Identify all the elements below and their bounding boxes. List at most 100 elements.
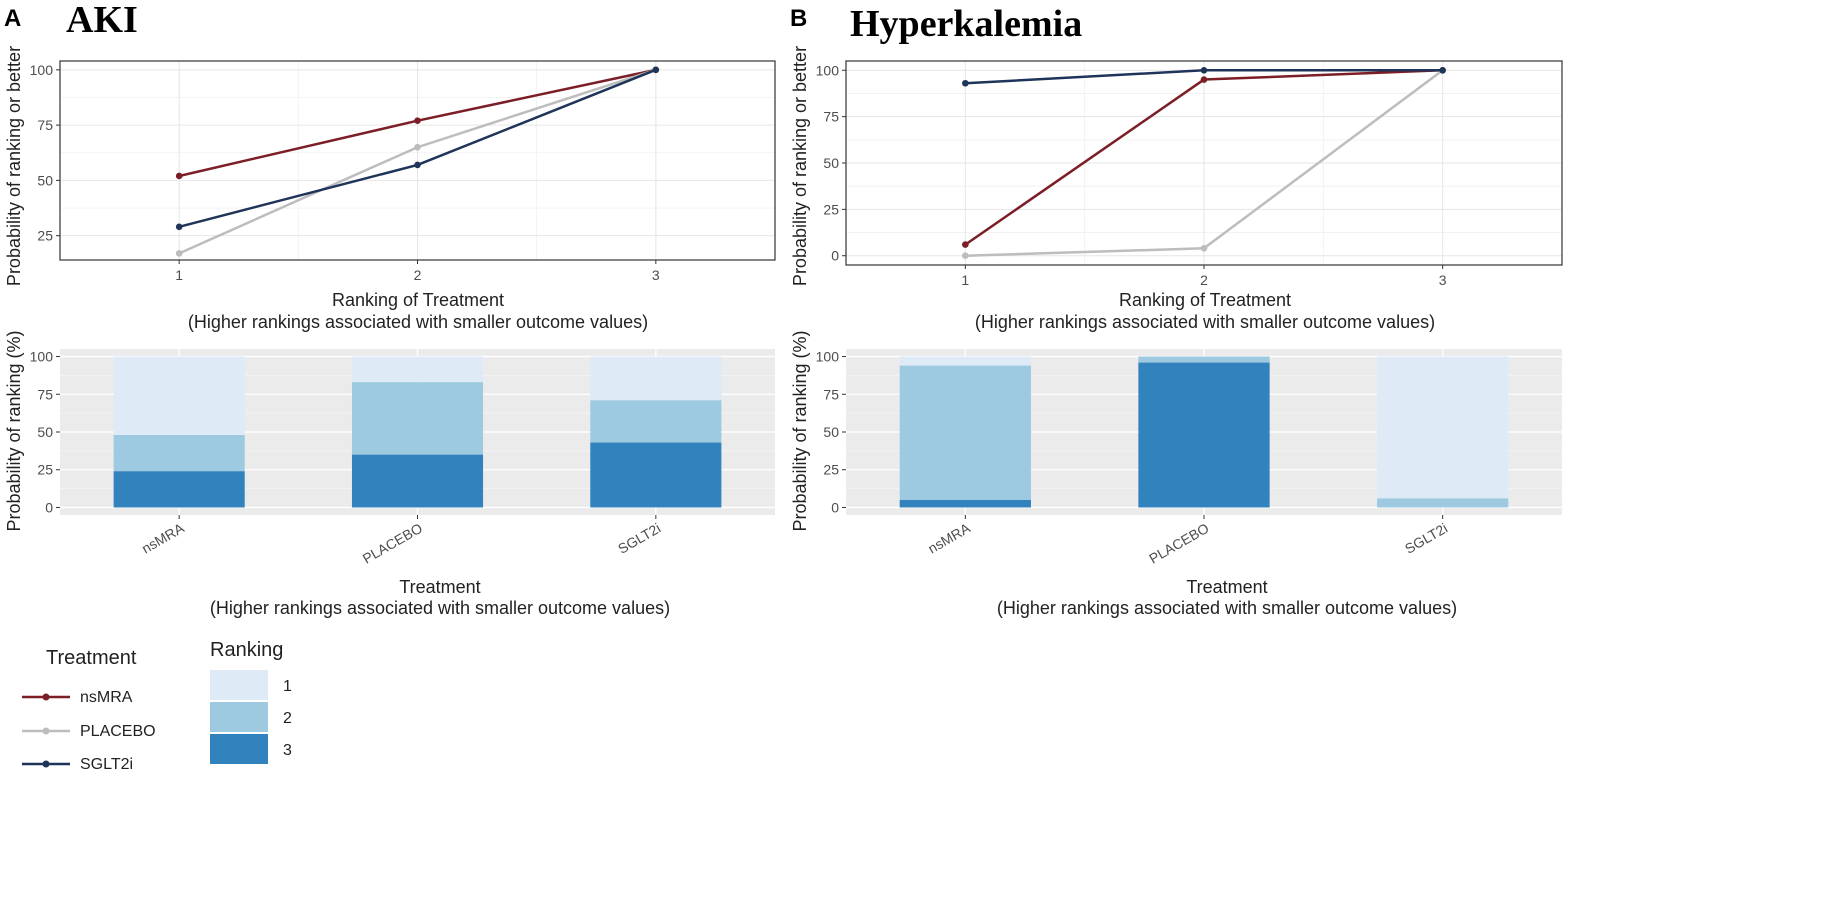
- panel-b-bar-placebo-rank-2: [1138, 356, 1270, 363]
- ranking-legend-title: Ranking: [210, 639, 283, 661]
- panel-a-bar-xsub: (Higher rankings associated with smaller…: [210, 598, 670, 618]
- panel-b-point-sglt2i-2: [1200, 66, 1208, 74]
- legend-point-nsmra: [42, 693, 50, 701]
- panel-b-bar-nsmra-rank-1: [899, 356, 1031, 366]
- legend-key-nsmra: nsMRA: [22, 689, 133, 706]
- panel-a-point-nsmra-1: [175, 172, 183, 180]
- panel-a-bar-xtick-label-nsmra: nsMRA: [139, 519, 187, 556]
- legend-label-sglt2i: SGLT2i: [80, 756, 133, 773]
- panel-b-point-placebo-1: [962, 252, 969, 260]
- panel-a-point-placebo-1: [175, 250, 183, 257]
- panel-a-bar-ytick-label: 75: [37, 386, 53, 402]
- panel-b-point-nsmra-1: [962, 241, 969, 248]
- panel-a-bar-ytick-label: 50: [37, 424, 53, 440]
- panel-b-line-ytick-label: 50: [823, 155, 839, 171]
- legend-label-rank-3: 3: [283, 742, 292, 759]
- panel-a-line-xtick-label: 2: [414, 267, 422, 283]
- panel-a-bar-chart: nsMRA PLACEBO SGLT2i 0 25 50 75 100: [30, 349, 775, 567]
- panel-b-point-nsmra-2: [1200, 76, 1208, 83]
- panel-a-line-ylabel: Probability of ranking or better: [4, 46, 24, 286]
- panel-b-line-ytick-label: 75: [823, 109, 839, 125]
- panel-b-bar-xtick-label-sglt2i: SGLT2i: [1402, 520, 1450, 557]
- legend-swatch-rank-2: [210, 702, 268, 732]
- panel-a-bar-sglt2i-rank-1: [590, 356, 722, 401]
- panel-a-bar-ytick-label: 0: [45, 499, 53, 515]
- legend-key-placebo: PLACEBO: [22, 723, 156, 740]
- panel-b-point-sglt2i-1: [962, 79, 969, 87]
- panel-a-bar-ylabel: Probability of ranking (%): [4, 330, 24, 531]
- panel-a-line-ytick-label: 75: [37, 117, 53, 133]
- ranking-legend: Ranking 1 2 3: [210, 639, 292, 764]
- panel-a-bar-sglt2i-rank-3: [590, 442, 722, 508]
- panel-a-bar-ytick-label: 25: [37, 462, 53, 478]
- panel-a-bar-ytick-label: 100: [30, 349, 54, 365]
- panel-b-bar-sglt2i-rank-1: [1377, 356, 1509, 499]
- panel-b-title: Hyperkalemia: [850, 3, 1082, 45]
- panel-b-bar-nsmra-rank-3: [899, 499, 1031, 508]
- panel-b-bar-ytick-label: 0: [831, 499, 839, 515]
- panel-b-line-xtick-label: 3: [1439, 272, 1447, 288]
- panel-a-bar-nsmra-rank-2: [113, 435, 245, 472]
- panel-b-bar-xsub: (Higher rankings associated with smaller…: [997, 598, 1457, 618]
- panel-a-point-sglt2i-3: [652, 66, 660, 74]
- panel-a-point-nsmra-2: [414, 117, 421, 124]
- panel-b-letter: B: [790, 5, 807, 32]
- panel-a-bar-sglt2i-rank-2: [590, 400, 722, 443]
- panel-a-line-ytick-label: 25: [37, 228, 53, 244]
- panel-b-bar-xtick-label-placebo: PLACEBO: [1146, 520, 1211, 567]
- panel-b-line-ylabel: Probability of ranking or better: [790, 46, 810, 286]
- panel-b-bar-ylabel: Probability of ranking (%): [790, 330, 810, 531]
- panel-a-title: AKI: [66, 0, 138, 41]
- treatment-legend: Treatment nsMRA PLACEBO SGLT2i: [22, 647, 156, 773]
- panel-b-line-xtick-label: 1: [961, 272, 969, 288]
- legend-label-placebo: PLACEBO: [80, 723, 156, 740]
- panel-a-bar-placebo-rank-1: [351, 356, 484, 383]
- panel-b-line-xsub: (Higher rankings associated with smaller…: [975, 312, 1435, 332]
- panel-b-bar-nsmra-rank-2: [899, 365, 1031, 500]
- panel-a-bar-nsmra-rank-3: [113, 471, 245, 508]
- panel-b-line-ytick-label: 25: [823, 201, 839, 217]
- panel-a-line-xlabel: Ranking of Treatment: [332, 290, 504, 310]
- panel-b-bar-ytick-label: 25: [823, 462, 839, 478]
- panel-a-line-ytick-label: 100: [30, 62, 54, 78]
- panel-b-line-ytick-label: 0: [831, 248, 839, 264]
- legend-point-sglt2i: [42, 760, 50, 768]
- panel-b-bar-ytick-label: 50: [823, 424, 839, 440]
- panel-b-line-xlabel: Ranking of Treatment: [1119, 290, 1291, 310]
- panel-a-line-xtick-label: 1: [175, 267, 183, 283]
- panel-a-bar-placebo-rank-3: [351, 454, 484, 508]
- panel-b-bar-ytick-label: 100: [816, 349, 840, 365]
- panel-b-bar-placebo-rank-3: [1138, 362, 1270, 508]
- panel-a-line-chart: 25 50 75 100 1 2 3: [30, 60, 776, 283]
- panel-b-point-placebo-2: [1200, 245, 1208, 252]
- legend-point-placebo: [42, 727, 50, 735]
- legend-label-rank-1: 1: [283, 678, 292, 695]
- panel-a-line-ytick-label: 50: [37, 172, 53, 188]
- panel-a-bar-nsmra-rank-1: [113, 356, 245, 436]
- legend-label-rank-2: 2: [283, 710, 292, 727]
- treatment-legend-title: Treatment: [46, 647, 137, 669]
- panel-b-line-xtick-label: 2: [1200, 272, 1208, 288]
- panel-b-bar-sglt2i-rank-2: [1377, 498, 1509, 508]
- panel-b-bar-ytick-label: 75: [823, 386, 839, 402]
- panel-a-letter: A: [4, 5, 21, 32]
- panel-a-line-xtick-label: 3: [652, 267, 660, 283]
- panel-b-bar-chart: nsMRA PLACEBO SGLT2i 0 25 50 75 100: [816, 349, 1562, 567]
- panel-b-line-ytick-label: 100: [816, 62, 840, 78]
- panel-a-bar-xtick-label-sglt2i: SGLT2i: [615, 520, 663, 557]
- panel-b-point-sglt2i-3: [1439, 66, 1446, 74]
- panel-b-bar-xtick-label-nsmra: nsMRA: [925, 519, 973, 556]
- legend-key-sglt2i: SGLT2i: [22, 756, 133, 773]
- panel-b-line-chart: 0 25 50 75 100 1 2 3: [816, 60, 1563, 288]
- panel-a-bar-xlabel: Treatment: [399, 577, 480, 597]
- legend-label-nsmra: nsMRA: [80, 689, 133, 706]
- panel-a-bar-xtick-label-placebo: PLACEBO: [360, 520, 425, 567]
- panel-b-bar-xlabel: Treatment: [1186, 577, 1267, 597]
- panel-a-point-placebo-2: [414, 143, 421, 151]
- panel-a-bar-placebo-rank-2: [351, 382, 484, 455]
- panel-a-line-xsub: (Higher rankings associated with smaller…: [188, 312, 648, 332]
- panel-a-point-sglt2i-1: [175, 223, 183, 231]
- legend-swatch-rank-1: [210, 670, 268, 700]
- panel-a-point-sglt2i-2: [414, 161, 421, 169]
- legend-swatch-rank-3: [210, 734, 268, 764]
